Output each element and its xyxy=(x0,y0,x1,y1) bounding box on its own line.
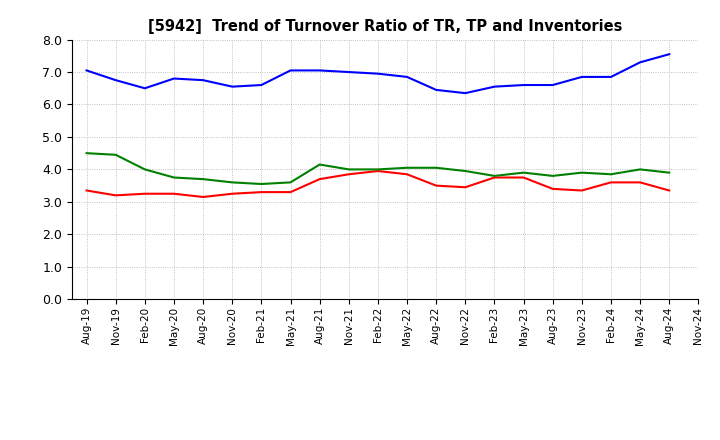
Trade Receivables xyxy=(112,193,120,198)
Trade Receivables xyxy=(432,183,441,188)
Trade Payables xyxy=(344,70,353,75)
Trade Receivables xyxy=(607,180,616,185)
Trade Payables xyxy=(549,82,557,88)
Trade Receivables xyxy=(665,188,674,193)
Trade Receivables xyxy=(402,172,411,177)
Inventories xyxy=(402,165,411,170)
Trade Receivables xyxy=(519,175,528,180)
Title: [5942]  Trend of Turnover Ratio of TR, TP and Inventories: [5942] Trend of Turnover Ratio of TR, TP… xyxy=(148,19,622,34)
Inventories xyxy=(140,167,149,172)
Trade Payables xyxy=(140,86,149,91)
Trade Payables xyxy=(402,74,411,80)
Inventories xyxy=(665,170,674,175)
Inventories xyxy=(490,173,499,179)
Trade Receivables xyxy=(170,191,179,196)
Inventories xyxy=(461,169,469,174)
Inventories xyxy=(344,167,353,172)
Trade Payables xyxy=(170,76,179,81)
Line: Trade Receivables: Trade Receivables xyxy=(86,171,670,197)
Trade Payables xyxy=(228,84,237,89)
Trade Payables xyxy=(112,77,120,83)
Inventories xyxy=(607,172,616,177)
Inventories xyxy=(315,162,324,167)
Trade Payables xyxy=(82,68,91,73)
Inventories xyxy=(257,181,266,187)
Line: Inventories: Inventories xyxy=(86,153,670,184)
Trade Receivables xyxy=(82,188,91,193)
Inventories xyxy=(228,180,237,185)
Inventories xyxy=(170,175,179,180)
Trade Payables xyxy=(519,82,528,88)
Trade Receivables xyxy=(286,190,294,195)
Trade Receivables xyxy=(636,180,644,185)
Trade Receivables xyxy=(257,190,266,195)
Inventories xyxy=(374,167,382,172)
Trade Payables xyxy=(665,51,674,57)
Inventories xyxy=(432,165,441,170)
Trade Receivables xyxy=(199,194,207,200)
Trade Receivables xyxy=(228,191,237,196)
Inventories xyxy=(82,150,91,156)
Trade Payables xyxy=(461,91,469,96)
Trade Receivables xyxy=(490,175,499,180)
Trade Payables xyxy=(199,77,207,83)
Inventories xyxy=(636,167,644,172)
Trade Payables xyxy=(490,84,499,89)
Trade Receivables xyxy=(344,172,353,177)
Trade Payables xyxy=(374,71,382,76)
Trade Payables xyxy=(607,74,616,80)
Trade Payables xyxy=(577,74,586,80)
Inventories xyxy=(549,173,557,179)
Inventories xyxy=(286,180,294,185)
Trade Receivables xyxy=(140,191,149,196)
Trade Payables xyxy=(432,87,441,92)
Trade Receivables xyxy=(549,186,557,191)
Inventories xyxy=(519,170,528,175)
Trade Payables xyxy=(257,82,266,88)
Line: Trade Payables: Trade Payables xyxy=(86,54,670,93)
Trade Receivables xyxy=(461,185,469,190)
Inventories xyxy=(199,176,207,182)
Trade Payables xyxy=(286,68,294,73)
Trade Payables xyxy=(636,60,644,65)
Trade Receivables xyxy=(577,188,586,193)
Trade Receivables xyxy=(374,169,382,174)
Inventories xyxy=(577,170,586,175)
Trade Payables xyxy=(315,68,324,73)
Inventories xyxy=(112,152,120,158)
Trade Receivables xyxy=(315,176,324,182)
